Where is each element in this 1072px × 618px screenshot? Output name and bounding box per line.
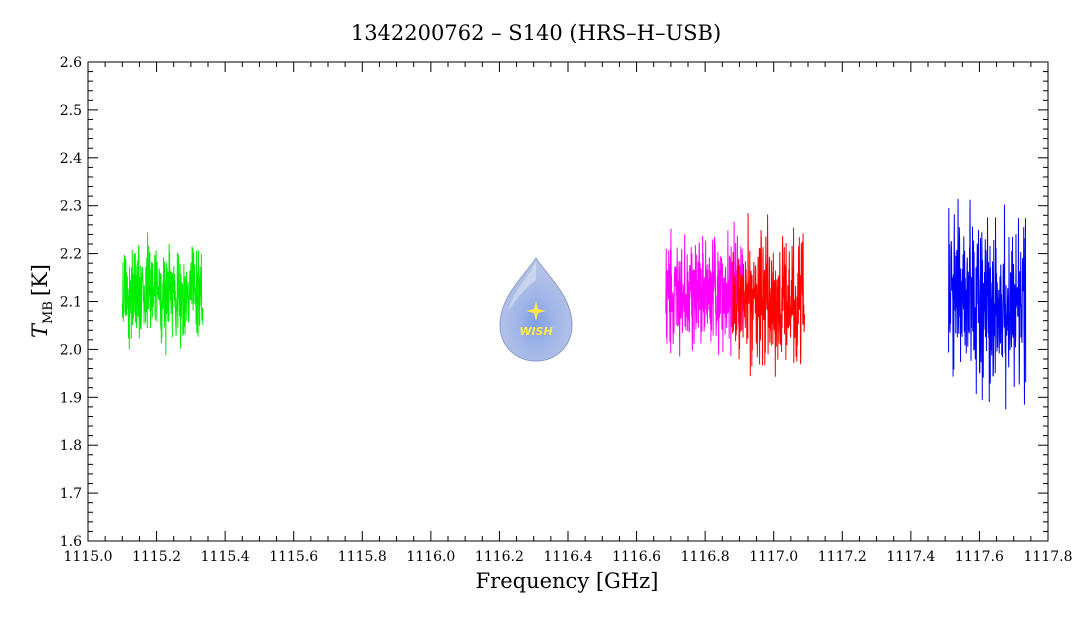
series-line	[948, 198, 1027, 410]
y-tick-label: 2.6	[60, 55, 82, 71]
y-axis-subscript: MB	[41, 301, 56, 324]
x-tick-label: 1116.0	[406, 549, 455, 565]
chart-title: 1342200762 – S140 (HRS–H–USB)	[351, 21, 721, 45]
svg-text:TMB[K]: TMB [K]	[28, 264, 56, 338]
x-tick-label: 1115.6	[269, 549, 318, 565]
x-tick-label: 1115.2	[132, 549, 181, 565]
series-line	[665, 221, 744, 357]
series-layer	[121, 198, 1027, 410]
y-tick-label: 1.7	[60, 486, 82, 502]
x-tick-label: 1115.8	[338, 549, 387, 565]
y-tick-label: 2.1	[60, 295, 82, 311]
y-axis-symbol: T	[28, 322, 52, 338]
x-tick-label: 1117.6	[955, 549, 1004, 565]
series-line	[121, 232, 204, 356]
x-tick-label: 1117.8	[1024, 549, 1072, 565]
y-axis-label: TMB [K]	[28, 264, 56, 338]
x-tick-label: 1117.4	[886, 549, 935, 565]
wish-logo: WISH	[499, 256, 573, 362]
series-line	[732, 212, 806, 377]
y-tick-label: 2.3	[60, 199, 82, 215]
x-tick-label: 1117.0	[749, 549, 798, 565]
y-tick-label: 2.5	[60, 103, 82, 119]
y-tick-label: 2.4	[60, 151, 82, 167]
x-tick-label: 1117.2	[818, 549, 867, 565]
x-tick-label: 1116.4	[544, 549, 593, 565]
x-tick-label: 1116.8	[681, 549, 730, 565]
y-tick-label: 2.2	[60, 247, 82, 263]
x-tick-label: 1116.6	[612, 549, 661, 565]
x-tick-label: 1115.0	[64, 549, 113, 565]
x-axis-label: Frequency [GHz]	[476, 569, 659, 593]
y-axis-unit: [K]	[28, 264, 52, 296]
plot-frame	[87, 61, 1049, 542]
y-tick-label: 2.0	[60, 342, 82, 358]
y-tick-label: 1.8	[60, 438, 82, 454]
axes-layer: 1115.0 1115.2 1115.4 1115.6 1115.8 1116.0 1116…	[60, 55, 1072, 565]
y-tick-label: 1.6	[60, 534, 82, 550]
y-tick-label: 1.9	[60, 390, 82, 406]
x-tick-label: 1115.4	[201, 549, 250, 565]
x-tick-label: 1116.2	[475, 549, 524, 565]
wish-logo-text: WISH	[519, 325, 552, 338]
